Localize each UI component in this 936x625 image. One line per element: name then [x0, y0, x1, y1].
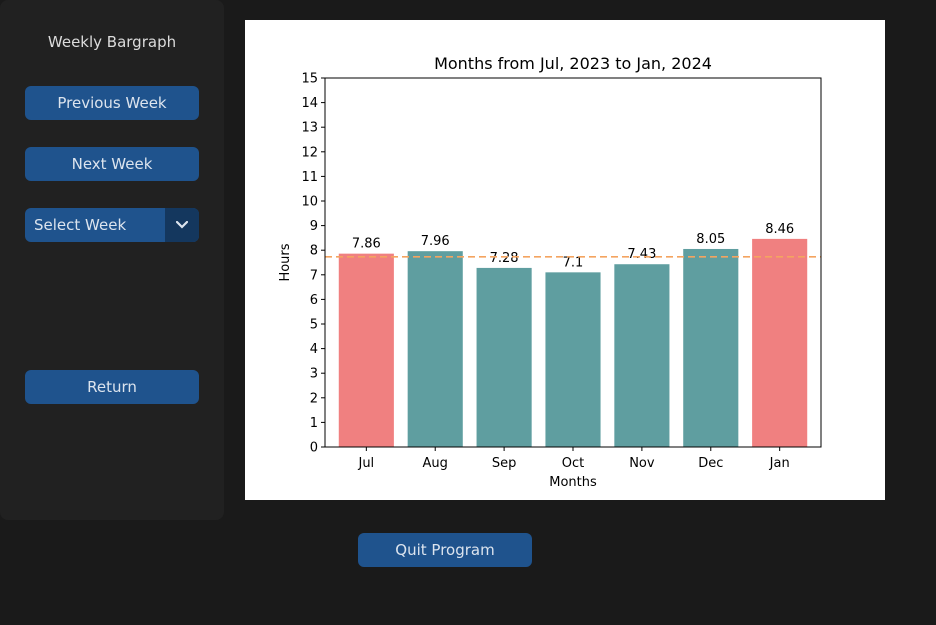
bar-nov	[614, 264, 670, 447]
bar-value-label: 7.96	[421, 234, 450, 249]
x-tick-label: Aug	[423, 456, 448, 471]
y-tick-label: 2	[310, 391, 318, 406]
bar-value-label: 7.43	[627, 247, 656, 262]
previous-week-button[interactable]: Previous Week	[25, 86, 199, 120]
bar-value-label: 7.1	[563, 255, 584, 270]
bar-jul	[338, 253, 394, 447]
bar-value-label: 8.46	[765, 222, 794, 237]
y-tick-label: 3	[310, 367, 318, 382]
quit-program-button[interactable]: Quit Program	[358, 533, 532, 567]
y-tick-label: 1	[310, 416, 318, 431]
y-tick-label: 12	[301, 145, 318, 160]
bar-chart: Months from Jul, 2023 to Jan, 2024 7.86 7.…	[278, 54, 822, 490]
x-axis-label: Months	[549, 475, 597, 490]
sidebar-panel: Weekly Bargraph Previous Week Next Week …	[0, 0, 224, 520]
select-week-dropdown[interactable]: Select Week	[25, 208, 199, 242]
y-tick-label: 5	[310, 318, 318, 333]
bar-value-label: 7.86	[352, 237, 381, 252]
x-tick-label: Dec	[698, 456, 723, 471]
y-axis-label: Hours	[278, 243, 293, 281]
chart-figure: Months from Jul, 2023 to Jan, 2024 7.86 7.…	[245, 20, 885, 500]
x-tick-label: Nov	[629, 456, 655, 471]
x-tick-label: Jan	[769, 456, 790, 471]
select-week-value: Select Week	[34, 216, 127, 234]
bar-aug	[407, 251, 463, 447]
y-tick-label: 15	[301, 72, 318, 87]
y-tick-label: 10	[301, 195, 318, 210]
y-tick-label: 8	[310, 244, 318, 259]
bar-oct	[545, 272, 601, 447]
y-tick-label: 7	[310, 268, 318, 283]
y-tick-label: 0	[310, 441, 318, 456]
sidebar-title: Weekly Bargraph	[47, 33, 177, 51]
y-tick-label: 9	[310, 219, 318, 234]
y-tick-label: 13	[301, 121, 318, 136]
chart-title: Months from Jul, 2023 to Jan, 2024	[434, 54, 712, 73]
return-button[interactable]: Return	[25, 370, 199, 404]
bar-value-label: 7.28	[490, 251, 519, 266]
x-tick-label: Jul	[357, 456, 374, 471]
y-tick-label: 11	[301, 170, 318, 185]
bar-value-label: 8.05	[696, 232, 725, 247]
y-tick-label: 14	[301, 96, 318, 111]
next-week-button[interactable]: Next Week	[25, 147, 199, 181]
x-tick-label: Oct	[562, 456, 584, 471]
bar-jan	[752, 238, 808, 447]
y-tick-label: 4	[310, 342, 318, 357]
bar-dec	[683, 248, 739, 447]
bar-sep	[476, 267, 532, 447]
chevron-down-icon[interactable]	[165, 208, 199, 242]
y-tick-label: 6	[310, 293, 318, 308]
x-tick-label: Sep	[492, 456, 517, 471]
